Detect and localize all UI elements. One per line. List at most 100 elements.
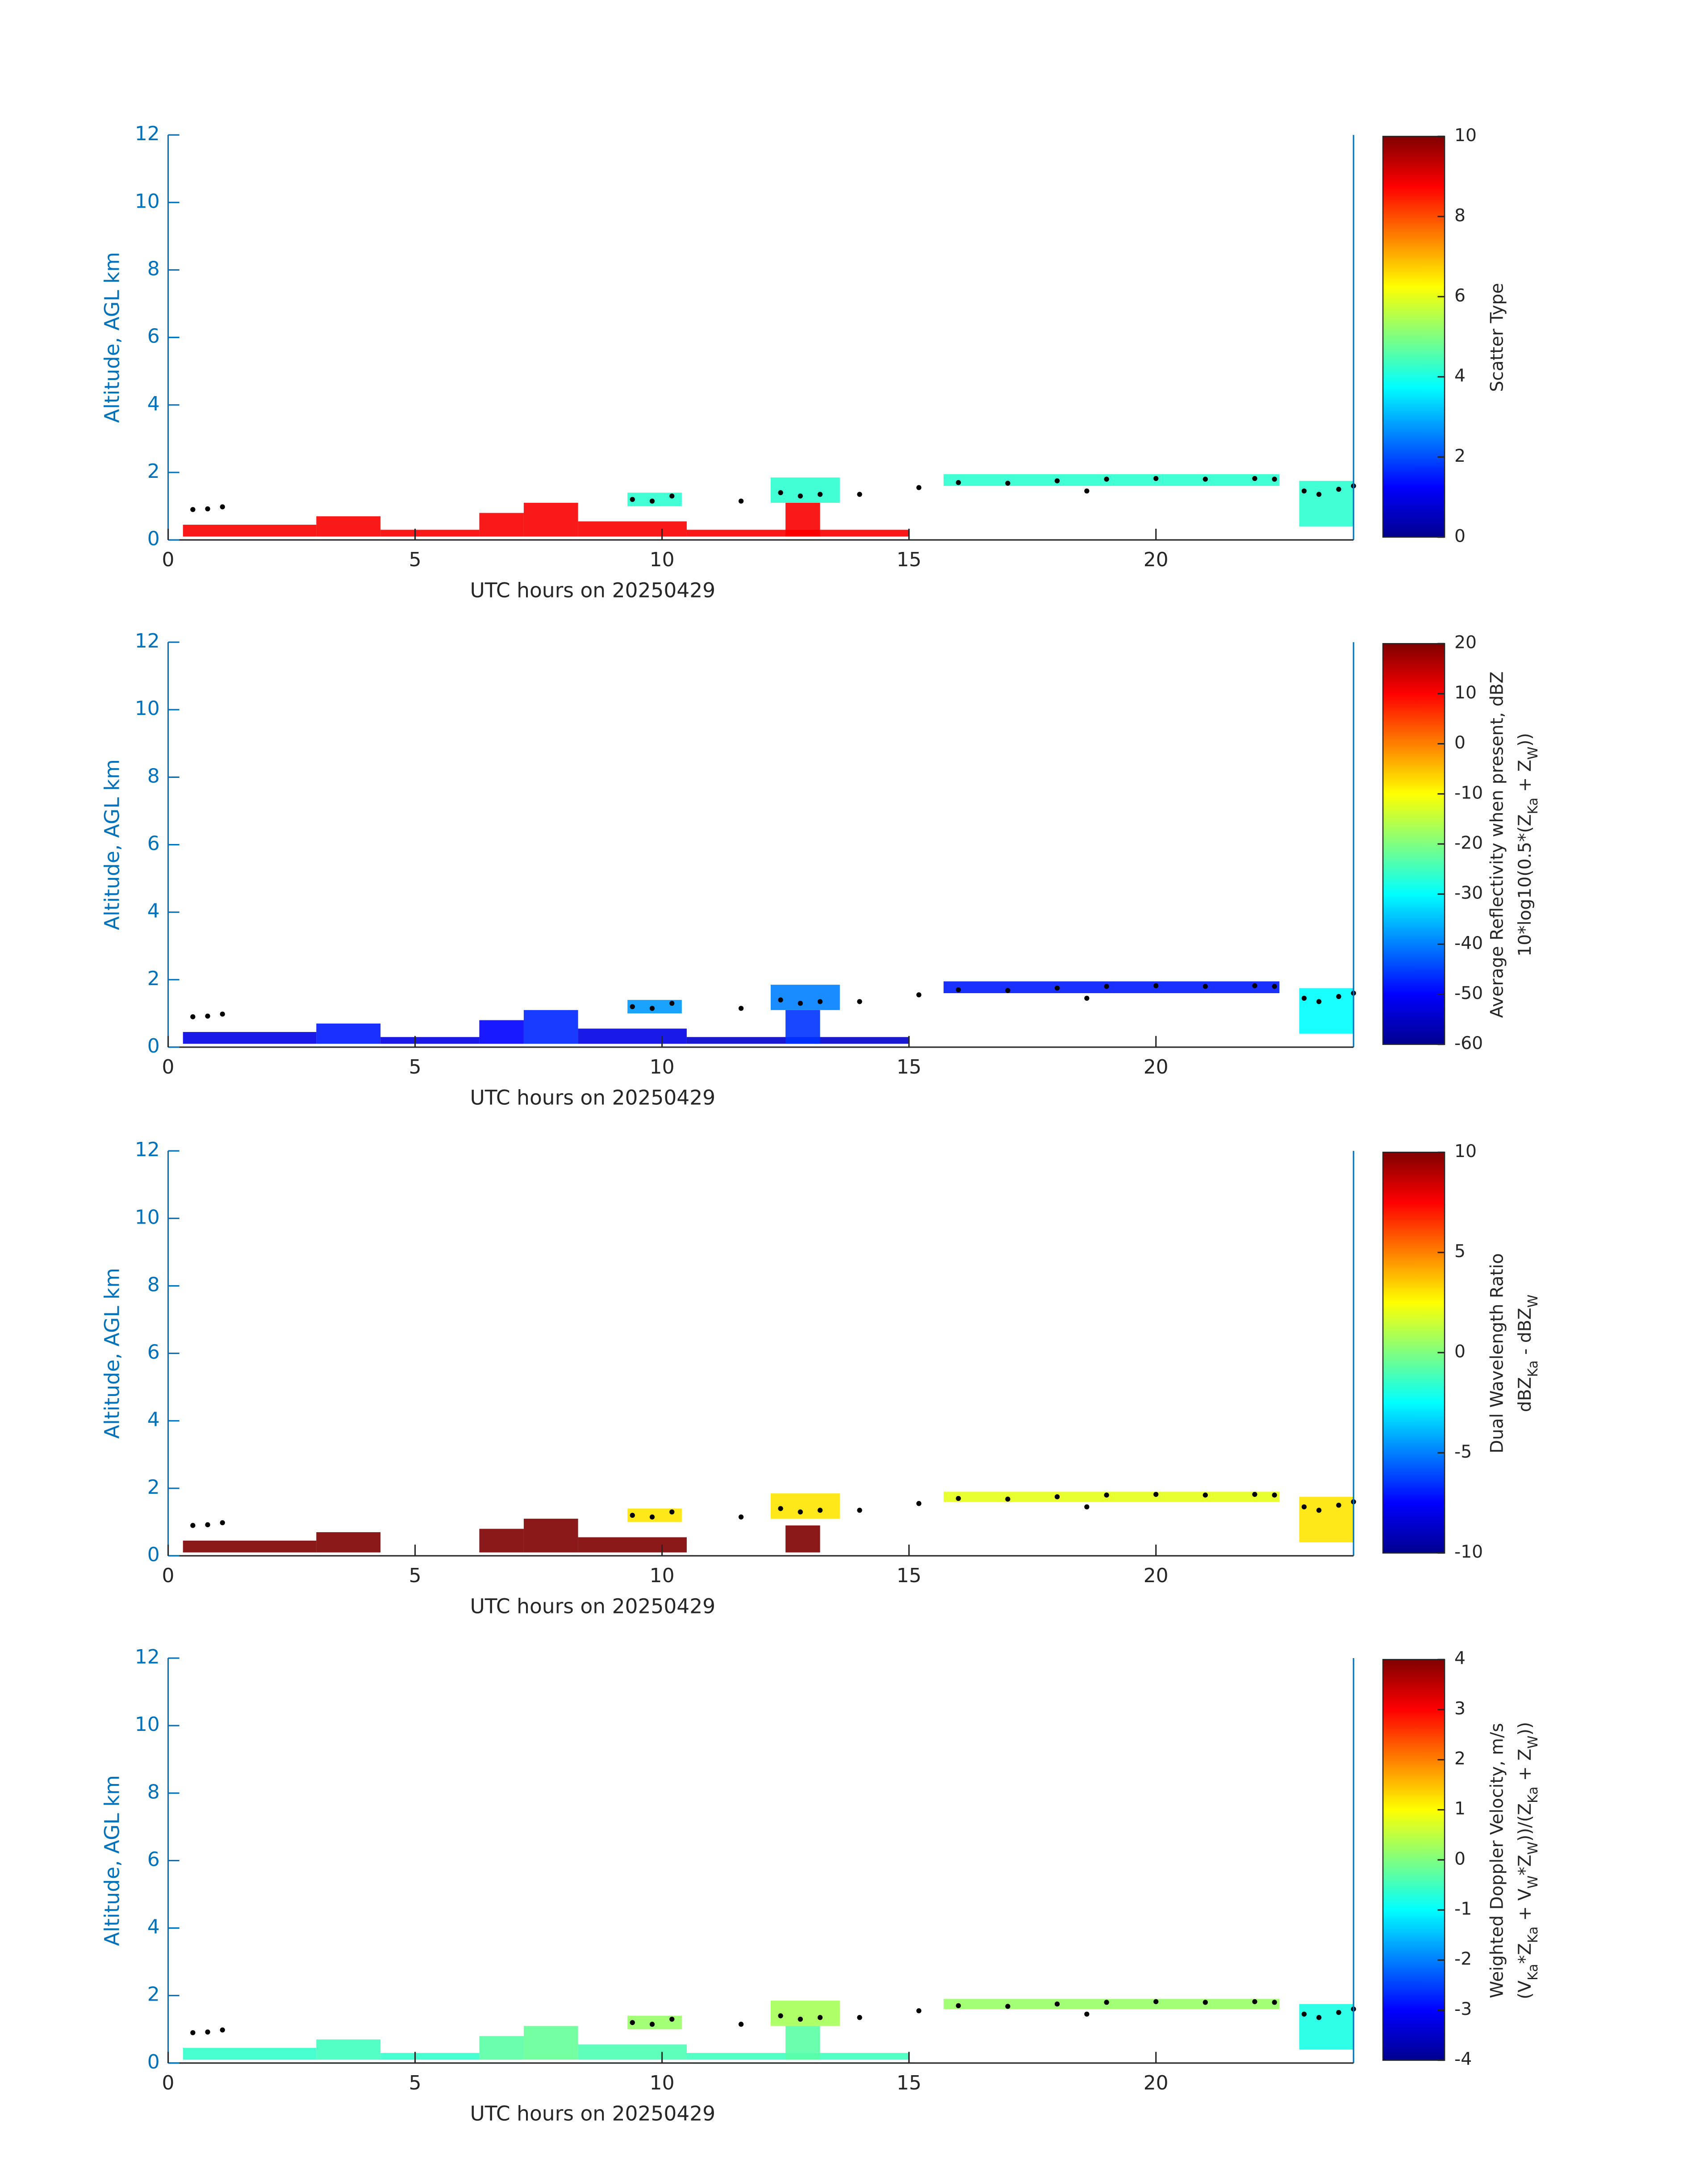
echo-cell: [316, 1024, 381, 1044]
cloud-top-point: [798, 493, 803, 499]
x-tick-label: 5: [409, 1564, 422, 1587]
echo-cell: [785, 1525, 820, 1553]
cloud-top-point: [916, 1501, 922, 1506]
echo-cell: [578, 1028, 687, 1044]
cloud-top-point: [798, 2016, 803, 2022]
colorbar-tick-label: 6: [1454, 286, 1466, 306]
colorbar-tick-label: -20: [1454, 833, 1483, 853]
cloud-top-point: [956, 480, 961, 485]
y-tick-label: 0: [147, 1035, 160, 1057]
colorbar-tick-label: -30: [1454, 883, 1483, 903]
cloud-top-point: [190, 507, 196, 512]
cloud-top-point: [220, 1520, 225, 1525]
cloud-top-point: [220, 1011, 225, 1017]
colorbar-label-subscript: Ka: [1525, 798, 1541, 814]
echo-cell: [578, 521, 687, 537]
colorbar-tick-label: -4: [1454, 2049, 1472, 2069]
colorbar-label-subscript: W: [1525, 1842, 1541, 1855]
colorbar-tick-label: 5: [1454, 1241, 1466, 1262]
echo-cell: [523, 502, 578, 537]
cloud-top-point: [1272, 2000, 1277, 2005]
echo-cell: [316, 516, 381, 537]
y-tick-label: 8: [147, 765, 160, 787]
echo-cell: [479, 2036, 524, 2060]
cloud-top-point: [205, 1013, 210, 1019]
cloud-top-point: [857, 2015, 862, 2020]
cloud-top-point: [1336, 1502, 1341, 1508]
y-tick-label: 0: [147, 527, 160, 550]
cloud-top-point: [857, 1508, 862, 1513]
cloud-top-point: [916, 992, 922, 998]
colorbar-tick-label: 0: [1454, 526, 1466, 546]
colorbar-label: dBZKa - dBZW: [1515, 1295, 1541, 1412]
cloud-top-point: [1005, 481, 1011, 486]
cloud-top-point: [1203, 2000, 1208, 2005]
x-tick-label: 20: [1144, 548, 1169, 571]
colorbar: [1382, 136, 1445, 538]
echo-cell: [523, 1518, 578, 1553]
colorbar-tick-label: 10: [1454, 683, 1477, 703]
x-tick-label: 5: [409, 1056, 422, 1078]
colorbar-label-subscript: W: [1525, 1876, 1541, 1889]
colorbar-label-subscript: Ka: [1525, 1964, 1541, 1981]
y-tick-label: 2: [147, 967, 160, 990]
echo-cell: [380, 2053, 480, 2060]
y-tick-label: 4: [147, 393, 160, 415]
cloud-top-point: [1104, 2000, 1109, 2005]
cloud-top-point: [205, 506, 210, 512]
colorbar-tick-label: 3: [1454, 1699, 1466, 1719]
cloud-top-point: [669, 1001, 675, 1006]
colorbar-label-text: Dual Wavelength Ratio: [1487, 1253, 1507, 1453]
echo-cell: [770, 2001, 840, 2026]
cloud-top-point: [1301, 488, 1307, 494]
echo-cell: [523, 2026, 578, 2060]
colorbar-label-text: 10*log10(0.5*(Z: [1515, 814, 1535, 957]
echo-cell: [1299, 1496, 1354, 1542]
cloud-top-point: [1084, 1504, 1090, 1510]
cloud-top-point: [1272, 1492, 1277, 1498]
cloud-top-point: [778, 1506, 783, 1511]
cloud-top-point: [1252, 1492, 1257, 1497]
y-tick-label: 10: [135, 1206, 160, 1228]
x-tick-label: 0: [162, 1056, 175, 1078]
colorbar-tick-label: -60: [1454, 1033, 1483, 1053]
echo-cell: [1299, 481, 1354, 526]
cloud-top-point: [798, 1001, 803, 1006]
cloud-top-point: [778, 490, 783, 495]
colorbar-tick-label: 20: [1454, 633, 1477, 653]
cloud-top-point: [916, 2008, 922, 2014]
y-tick-label: 8: [147, 257, 160, 280]
cloud-top-point: [1301, 995, 1307, 1001]
cloud-top-point: [1316, 2015, 1322, 2020]
colorbar-tick-label: 1: [1454, 1799, 1466, 1819]
cloud-top-point: [1084, 488, 1090, 494]
panel: 0 2 4 6 8 10 12 0 5 10 15 20 UTC hours on 20250429 Al…: [100, 630, 1541, 1109]
echo-cell: [944, 474, 1280, 486]
colorbar-tick-label: 8: [1454, 205, 1466, 226]
echo-cell: [578, 1537, 687, 1553]
cloud-top-point: [1301, 1504, 1307, 1510]
cloud-top-point: [1316, 1508, 1322, 1513]
echo-cell: [1299, 988, 1354, 1034]
colorbar-label-text: Average Reflectivity when present, dBZ: [1487, 672, 1507, 1018]
cloud-top-point: [1252, 1999, 1257, 2004]
y-tick-label: 2: [147, 1983, 160, 2006]
cloud-top-point: [649, 2022, 655, 2027]
cloud-top-point: [669, 1509, 675, 1515]
y-tick-label: 0: [147, 2051, 160, 2073]
cloud-top-point: [817, 492, 823, 497]
x-tick-label: 5: [409, 2072, 422, 2094]
cloud-top-point: [649, 1006, 655, 1011]
y-tick-label: 6: [147, 1341, 160, 1364]
x-tick-label: 10: [650, 1056, 675, 1078]
cloud-top-point: [817, 2015, 823, 2020]
y-axis-label: Altitude, AGL km: [100, 252, 124, 423]
cloud-top-point: [1104, 476, 1109, 482]
echo-cell: [785, 1010, 820, 1044]
x-tick-label: 10: [650, 1564, 675, 1587]
colorbar-tick-label: 0: [1454, 733, 1466, 753]
y-tick-label: 4: [147, 1408, 160, 1431]
colorbar-label-text: )): [1515, 733, 1535, 747]
x-tick-label: 0: [162, 548, 175, 571]
cloud-top-point: [630, 497, 635, 502]
